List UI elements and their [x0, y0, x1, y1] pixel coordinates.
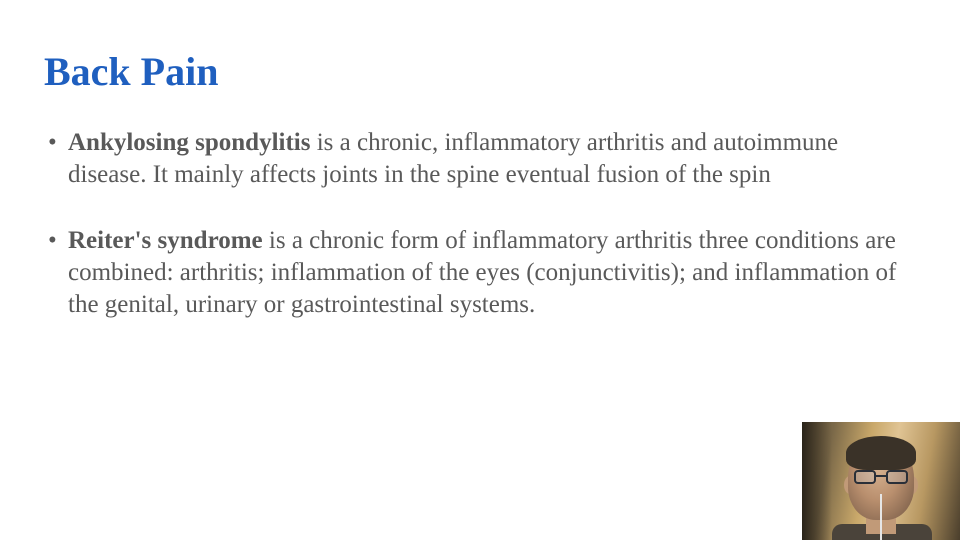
glasses-icon: [854, 470, 908, 484]
list-item: Ankylosing spondylitis is a chronic, inf…: [44, 127, 916, 191]
slide-title: Back Pain: [44, 48, 916, 95]
slide: Back Pain Ankylosing spondylitis is a ch…: [0, 0, 960, 540]
bullet-list: Ankylosing spondylitis is a chronic, inf…: [44, 127, 916, 321]
webcam-shadow: [802, 422, 832, 540]
bullet-lead: Ankylosing spondylitis: [68, 129, 310, 156]
presenter-hair: [846, 436, 916, 470]
bullet-lead: Reiter's syndrome: [68, 227, 263, 254]
presenter-webcam: [802, 422, 960, 540]
earbud-cord: [880, 494, 882, 540]
list-item: Reiter's syndrome is a chronic form of i…: [44, 225, 916, 321]
